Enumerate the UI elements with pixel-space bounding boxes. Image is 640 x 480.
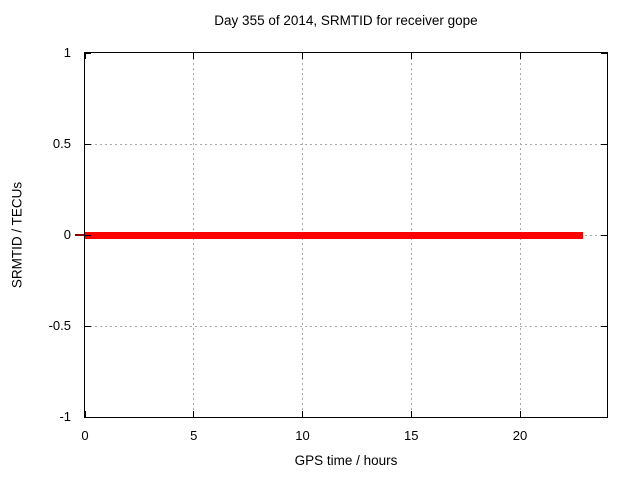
x-tick-mark-top: [84, 53, 86, 59]
chart-title: Day 355 of 2014, SRMTID for receiver gop…: [214, 13, 478, 28]
x-tick-mark-bottom: [519, 411, 521, 417]
grid-line-horizontal: [85, 143, 607, 145]
x-tick-mark-bottom: [302, 411, 303, 417]
y-tick-mark-left: [85, 325, 91, 327]
x-tick-label: 0: [81, 428, 89, 443]
x-tick-label: 15: [404, 428, 419, 443]
x-tick-mark-top: [519, 53, 521, 59]
plot-area: [75, 52, 608, 418]
y-tick-mark-left: [85, 416, 91, 418]
y-tick-mark-right: [601, 52, 607, 54]
x-axis-label: GPS time / hours: [294, 453, 398, 468]
series-line: [85, 231, 584, 239]
x-tick-mark-bottom: [84, 411, 86, 417]
y-tick-mark-left: [85, 143, 91, 145]
x-tick-mark-bottom: [410, 411, 412, 417]
y-tick-label: -1: [59, 409, 71, 424]
series-start-cap: [75, 234, 84, 236]
x-tick-mark-top: [193, 53, 195, 59]
x-tick-label: 20: [512, 428, 528, 443]
y-tick-label: 0.5: [52, 136, 71, 151]
y-tick-mark-left: [85, 234, 91, 236]
x-tick-label: 10: [295, 428, 310, 443]
y-tick-label: 1: [63, 45, 71, 60]
y-tick-label: 0: [63, 227, 71, 242]
x-tick-mark-top: [410, 53, 412, 59]
x-tick-label: 5: [190, 428, 198, 443]
x-tick-mark-bottom: [193, 411, 195, 417]
y-tick-mark-right: [601, 143, 607, 145]
x-tick-mark-top: [302, 53, 303, 59]
grid-line-horizontal: [85, 325, 607, 327]
y-tick-label: -0.5: [48, 318, 71, 333]
y-tick-mark-right: [601, 325, 607, 327]
y-tick-mark-left: [85, 52, 91, 54]
y-tick-mark-right: [601, 234, 607, 236]
y-tick-mark-right: [601, 416, 607, 418]
